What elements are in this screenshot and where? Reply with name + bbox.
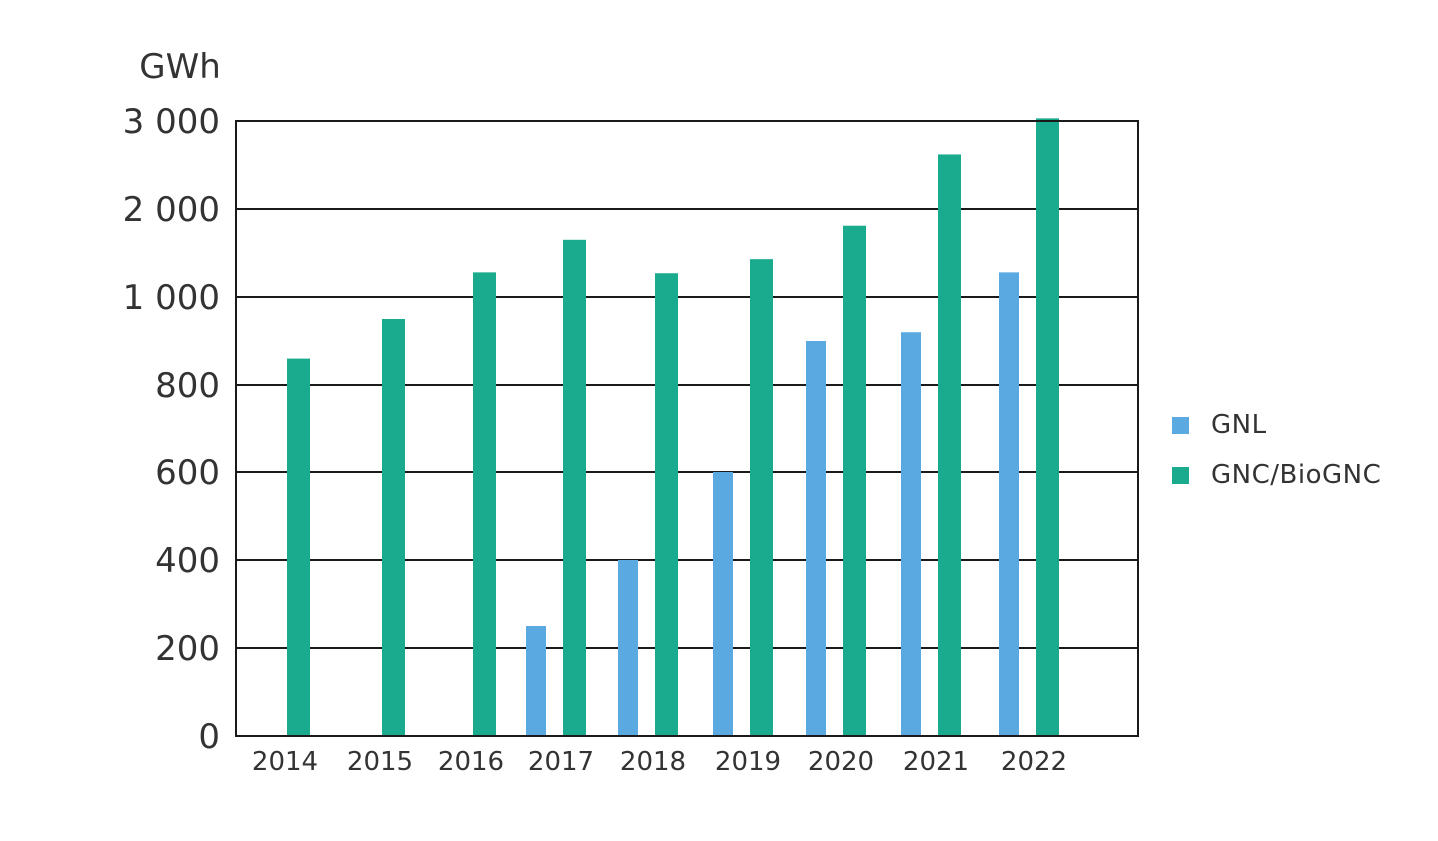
x-tick-label: 2022	[1001, 747, 1067, 777]
y-tick-label: 600	[155, 453, 220, 493]
legend-label-gnc-biognc: GNC/BioGNC	[1211, 460, 1382, 490]
x-tick-label: 2018	[620, 747, 686, 777]
legend: GNL GNC/BioGNC	[1172, 400, 1381, 500]
bar-gnl-2020	[806, 341, 826, 736]
y-tick-label: 200	[155, 629, 220, 669]
x-tick-label: 2016	[438, 747, 504, 777]
legend-swatch-gnc-biognc	[1172, 466, 1189, 484]
bar-gnc-biognc-2022	[1036, 118, 1059, 737]
x-tick-label: 2014	[252, 747, 318, 777]
bar-gnl-2019	[713, 472, 733, 736]
x-tick-label: 2019	[715, 747, 781, 777]
bar-gnc-biognc-2016	[473, 272, 496, 736]
x-tick-label: 2017	[528, 747, 594, 777]
x-tick-label: 2021	[903, 747, 969, 777]
bar-gnl-2022	[999, 272, 1019, 736]
y-tick-label: 800	[155, 366, 220, 406]
y-tick-label: 0	[198, 717, 220, 757]
y-axis-ticks: 0 200 400 600 800 1 000 2 000 3 000	[123, 102, 220, 757]
bar-gnl-2021	[901, 332, 921, 736]
bars	[287, 118, 1059, 737]
y-tick-label: 3 000	[123, 102, 220, 142]
bar-gnl-2017	[526, 626, 546, 736]
bar-gnc-biognc-2020	[843, 225, 866, 736]
legend-label-gnl: GNL	[1211, 410, 1267, 440]
bar-gnc-biognc-2015	[382, 319, 405, 736]
bar-gnc-biognc-2018	[655, 273, 678, 736]
x-axis-ticks: 2014 2015 2016 2017 2018 2019 2020 2021 2022	[252, 747, 1067, 777]
legend-item-gnc-biognc: GNC/BioGNC	[1172, 450, 1381, 500]
y-tick-label: 2 000	[123, 190, 220, 230]
bar-gnc-biognc-2017	[563, 239, 586, 737]
bar-gnc-biognc-2014	[287, 358, 310, 736]
bar-gnc-biognc-2021	[938, 154, 961, 736]
legend-item-gnl: GNL	[1172, 400, 1381, 450]
bar-gnl-2018	[618, 560, 638, 736]
bar-gnc-biognc-2019	[750, 259, 773, 736]
x-tick-label: 2015	[347, 747, 413, 777]
y-tick-label: 400	[155, 541, 220, 581]
legend-swatch-gnl	[1172, 416, 1189, 434]
plot-frame	[235, 120, 1139, 737]
x-tick-label: 2020	[808, 747, 874, 777]
y-tick-label: 1 000	[123, 278, 220, 318]
y-axis-unit-label: GWh	[139, 47, 221, 87]
